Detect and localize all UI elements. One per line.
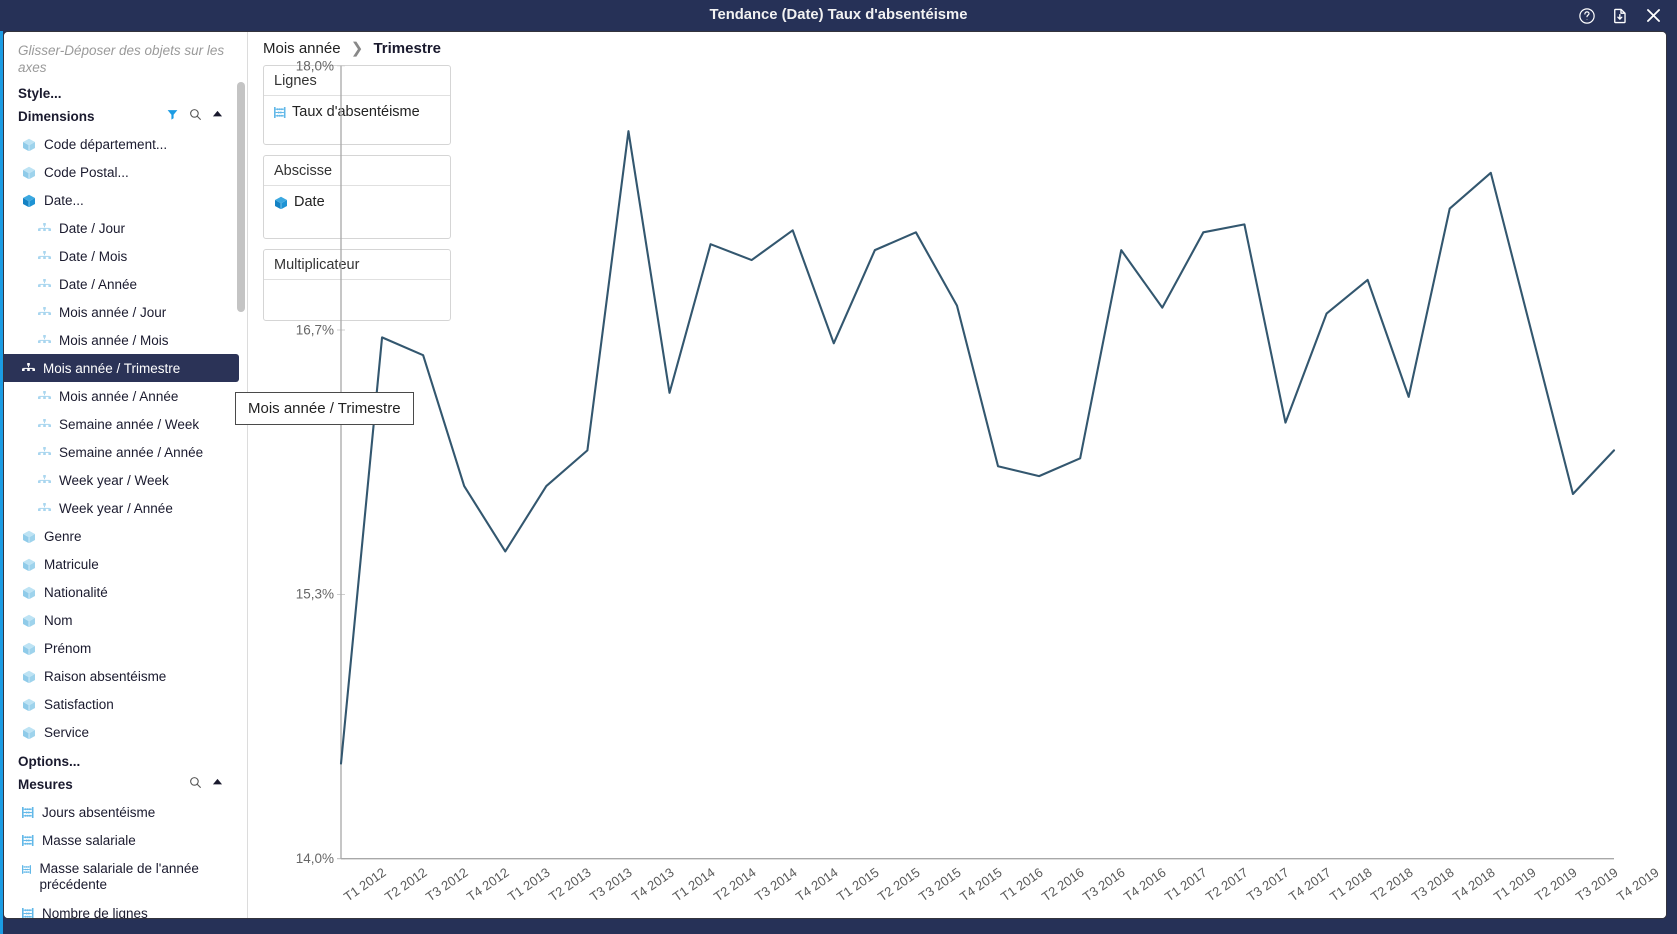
svg-text:14,0%: 14,0% — [296, 851, 334, 866]
svg-text:16,7%: 16,7% — [296, 323, 334, 338]
svg-text:15,3%: 15,3% — [296, 587, 334, 602]
svg-text:18,0%: 18,0% — [296, 59, 334, 74]
